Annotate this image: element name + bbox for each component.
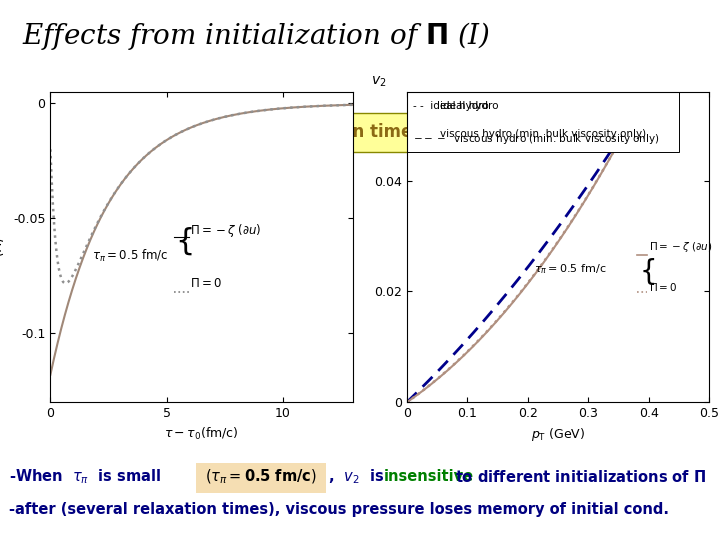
Text: $\Pi=-\zeta\ (\partial u)$: $\Pi=-\zeta\ (\partial u)$ <box>649 240 712 254</box>
Text: $\Pi=0$: $\Pi=0$ <box>190 278 222 291</box>
Text: $\tau_\pi=0.5\ \mathrm{fm/c}$: $\tau_\pi=0.5\ \mathrm{fm/c}$ <box>92 248 168 264</box>
Text: - -  ideal hydro: - - ideal hydro <box>413 101 489 111</box>
Text: ideal hydro: ideal hydro <box>440 101 498 111</box>
X-axis label: $p_{\rm T}\ \mathrm{(GeV)}$: $p_{\rm T}\ \mathrm{(GeV)}$ <box>531 426 585 443</box>
FancyBboxPatch shape <box>196 463 326 494</box>
Text: -When  $\tau_\pi$  is small: -When $\tau_\pi$ is small <box>9 468 161 487</box>
Text: $\Pi=-\zeta\ (\partial u)$: $\Pi=-\zeta\ (\partial u)$ <box>190 222 261 239</box>
Text: -after (several relaxation times), viscous pressure loses memory of initial cond: -after (several relaxation times), visco… <box>9 502 670 517</box>
FancyBboxPatch shape <box>162 113 443 152</box>
Text: ,  $v_2$  is: , $v_2$ is <box>328 468 384 487</box>
Text: Effects from initialization of $\mathbf{\Pi}$ (I): Effects from initialization of $\mathbf{… <box>22 21 490 52</box>
Y-axis label: $\langle\Pi\rangle$: $\langle\Pi\rangle$ <box>0 236 6 258</box>
Text: viscous hydro (min. bulk viscosity only): viscous hydro (min. bulk viscosity only) <box>440 130 646 139</box>
Text: $(\tau_\pi = \mathbf{0.5}\ \mathbf{fm/c})$: $(\tau_\pi = \mathbf{0.5}\ \mathbf{fm/c}… <box>205 468 317 486</box>
Text: insensitive: insensitive <box>384 469 474 484</box>
X-axis label: $\tau-\tau_0\mathrm{(fm/c)}$: $\tau-\tau_0\mathrm{(fm/c)}$ <box>164 426 239 442</box>
Text: $\tau_\pi=0.5\ \mathrm{fm/c}$: $\tau_\pi=0.5\ \mathrm{fm/c}$ <box>534 262 606 276</box>
Text: {: { <box>175 227 194 256</box>
Text: $v_2$: $v_2$ <box>371 75 386 89</box>
Text: $\mathrm{---}$  viscous hydro (min. bulk viscosity only): $\mathrm{---}$ viscous hydro (min. bulk … <box>413 132 660 146</box>
Text: {: { <box>639 258 657 286</box>
Text: Smaller relaxation time: Smaller relaxation time <box>192 124 413 141</box>
Text: $\Pi=0$: $\Pi=0$ <box>649 280 677 293</box>
Text: to different initializations of $\mathbf{\Pi}$: to different initializations of $\mathbf… <box>455 469 706 485</box>
FancyBboxPatch shape <box>407 92 679 152</box>
